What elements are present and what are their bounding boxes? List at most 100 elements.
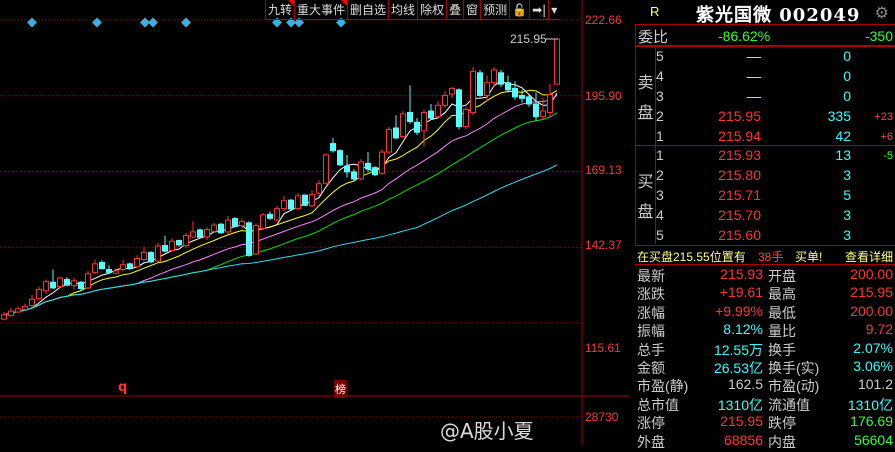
stat-row: 外盘 68856 内盘 56604 — [635, 432, 895, 450]
candle-body — [288, 199, 294, 210]
toolbar-7-button[interactable]: 预测 — [480, 0, 509, 20]
stat-value: 2.07% — [853, 339, 893, 356]
buy-label: 买盘 — [636, 146, 656, 244]
price: 215.94 — [718, 128, 761, 144]
stat-key: 金额 — [637, 360, 665, 376]
volume: 0 — [843, 48, 851, 64]
chart-toolbar: 九转 重大事件 删自选 均线 除权叠窗预测 🔓 ➡| ▾ — [265, 0, 560, 20]
quote-panel: R 紫光国微 002049 ⚙ 委比 -86.62% -350 卖盘 5 — 0 4 —… — [632, 0, 895, 450]
r-badge: R — [650, 4, 660, 19]
lock-open-icon[interactable]: 🔓 — [509, 0, 529, 20]
candlestick-chart[interactable] — [0, 0, 630, 445]
orderbook-row[interactable]: 2 215.95 335 +23 — [636, 107, 895, 127]
candle-body — [554, 38, 560, 85]
candle-body — [295, 195, 301, 210]
candle-body — [204, 229, 210, 238]
volume: 0 — [843, 68, 851, 84]
candle-body — [512, 87, 518, 98]
candle-body — [197, 229, 203, 238]
candle-body — [120, 264, 126, 271]
volume: 13 — [835, 147, 851, 163]
stat-value: 26.53亿 — [713, 360, 763, 376]
candle-body — [393, 127, 399, 139]
candle-body — [92, 263, 98, 273]
stat-value: 200.00 — [850, 266, 893, 282]
candle-body — [36, 288, 42, 300]
volume-change: -5 — [883, 150, 893, 162]
candle-body — [421, 111, 427, 132]
candle-body — [22, 305, 28, 310]
stat-key: 总市值 — [637, 396, 679, 413]
event-diamond-icon — [92, 17, 102, 28]
weibi-pct: -86.62% — [718, 28, 771, 44]
toolbar-0-button[interactable]: 九转 — [265, 0, 295, 20]
stat-key: 跌停 — [768, 415, 796, 432]
candle-body — [533, 103, 539, 118]
orderbook-row[interactable]: 2 215.80 3 — [636, 166, 895, 186]
volume-change: +6 — [880, 131, 893, 143]
candle-body — [1, 314, 7, 320]
candle-body — [99, 261, 105, 270]
weibi-diff: -350 — [864, 28, 893, 44]
toolbar-1-button[interactable]: 重大事件 — [294, 0, 348, 20]
toolbar-5-button[interactable]: 叠 — [446, 0, 463, 20]
toolbar-2-button[interactable]: 删自选 — [347, 0, 388, 20]
candle-body — [134, 257, 140, 268]
stat-value: 215.95 — [720, 413, 763, 430]
candle-body — [8, 310, 14, 317]
axis-label: 142.37 — [585, 238, 622, 252]
orderbook-row[interactable]: 4 — 0 — [636, 67, 895, 87]
stat-key: 换手 — [768, 341, 796, 358]
orderbook-row[interactable]: 5 — 0 — [636, 47, 895, 67]
orderbook-row[interactable]: 3 — 0 — [636, 87, 895, 107]
view-details-link[interactable]: 查看详细 — [844, 250, 893, 264]
order-notice: 在买盘215.55位置有 38手 买单! 查看详细 — [635, 245, 895, 265]
stat-key: 内盘 — [768, 433, 796, 450]
stat-value: +19.61 — [719, 284, 763, 301]
price: — — [747, 68, 761, 84]
candle-body — [274, 208, 280, 221]
stat-row: 金额 26.53亿 换手(实) 3.06% — [635, 358, 895, 376]
candle-body — [386, 128, 392, 153]
signal-q-marker[interactable]: q — [118, 380, 128, 395]
volume-change: +23 — [874, 111, 893, 123]
candle-body — [547, 94, 553, 113]
chevron-down-icon[interactable]: ▾ — [548, 0, 559, 20]
candle-body — [498, 72, 504, 85]
orderbook-row[interactable]: 1 215.94 42 +6 — [636, 127, 895, 147]
stat-row: 涨停 215.95 跌停 176.69 — [635, 413, 895, 431]
stat-value: 9.72 — [865, 321, 893, 338]
stat-key: 市盈(动) — [768, 378, 820, 395]
candle-body — [337, 150, 343, 166]
ranking-marker[interactable]: 榜 — [334, 380, 347, 398]
gear-icon[interactable]: ⚙ — [874, 5, 889, 22]
toolbar-4-button[interactable]: 除权 — [417, 0, 446, 20]
candle-body — [309, 194, 315, 207]
candle-body — [211, 224, 217, 232]
stat-value: +9.99% — [715, 302, 763, 319]
orderbook-row[interactable]: 3 215.71 5 — [636, 186, 895, 206]
stat-key: 换手(实) — [768, 360, 820, 376]
stat-key: 涨幅 — [637, 304, 665, 321]
candle-body — [57, 277, 63, 288]
candle-body — [246, 222, 252, 256]
candle-body — [302, 194, 308, 206]
volume: 335 — [827, 108, 851, 124]
candle-body — [106, 269, 112, 273]
price: — — [747, 88, 761, 104]
orderbook-row[interactable]: 5 215.60 3 — [636, 226, 895, 246]
stat-key: 总手 — [637, 341, 665, 358]
watermark: @A股小夏 — [440, 419, 534, 443]
buy-orderbook: 买盘 1 215.93 13 -5 2 215.80 3 3 215.71 5 4 215.70 3 5 2… — [635, 146, 895, 246]
stat-value: 215.93 — [720, 266, 763, 282]
toolbar-3-button[interactable]: 均线 — [388, 0, 417, 20]
skip-to-end-icon[interactable]: ➡| — [529, 0, 548, 20]
candle-body — [260, 214, 266, 229]
orderbook-row[interactable]: 4 215.70 3 — [636, 206, 895, 226]
candle-body — [442, 94, 448, 106]
orderbook-row[interactable]: 1 215.93 13 -5 — [636, 146, 895, 166]
toolbar-6-button[interactable]: 窗 — [463, 0, 480, 20]
stat-value: 12.55万 — [713, 341, 763, 358]
weibi-row: 委比 -86.62% -350 — [635, 24, 895, 46]
candle-body — [463, 109, 469, 128]
